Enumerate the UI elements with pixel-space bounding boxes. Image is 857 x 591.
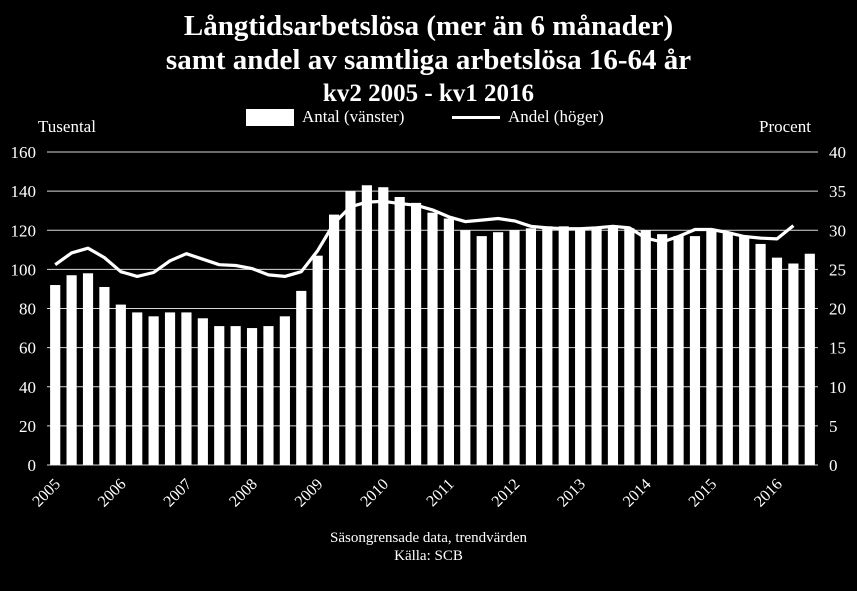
footer-note: Säsongrensade data, trendvärden (329, 530, 527, 546)
y-left-tick-label: 120 (11, 221, 37, 240)
x-tick-label: 2008 (226, 476, 261, 511)
bar (263, 326, 274, 465)
bar (755, 243, 766, 465)
y-right-tick-label: 15 (829, 339, 846, 358)
y-left-tick-label: 20 (19, 417, 36, 436)
y-right-tick-label: 20 (829, 300, 846, 319)
y-right-tick-label: 5 (829, 417, 838, 436)
bar (525, 228, 537, 465)
bar (640, 230, 651, 465)
legend-bar-label: Antal (vänster) (302, 107, 405, 126)
y-left-tick-label: 160 (11, 143, 37, 162)
bar (115, 304, 126, 465)
bar (558, 226, 569, 465)
legend-line-swatch (452, 115, 500, 119)
bar (214, 326, 225, 465)
bar (411, 202, 422, 466)
x-tick-label: 2015 (686, 476, 721, 511)
x-tick-label: 2010 (357, 476, 392, 511)
bar (575, 228, 586, 465)
y-right-tick-label: 10 (829, 378, 846, 397)
bar (230, 326, 241, 465)
bar (476, 236, 487, 465)
bar (394, 196, 405, 465)
bar (804, 253, 815, 465)
bar (427, 212, 438, 465)
y-right-tick-label: 40 (829, 143, 846, 162)
left-axis-unit: Tusental (38, 117, 96, 136)
y-left-tick-label: 140 (11, 182, 37, 201)
bar (739, 236, 750, 465)
bar (99, 286, 110, 465)
bar (788, 263, 799, 465)
bar (673, 236, 684, 465)
x-tick-label: 2011 (424, 476, 458, 510)
bar (542, 226, 553, 465)
series-line-andel (54, 199, 795, 278)
bar (443, 218, 454, 465)
x-tick-label: 2014 (620, 476, 655, 511)
bar (591, 228, 602, 465)
y-left-tick-label: 40 (19, 378, 36, 397)
x-tick-label: 2016 (751, 476, 786, 511)
y-right-tick-label: 35 (829, 182, 846, 201)
x-tick-label: 2005 (29, 476, 64, 511)
bar (689, 236, 701, 465)
y-right-tick-label: 30 (829, 221, 846, 240)
bar (296, 290, 307, 465)
bar (706, 230, 717, 465)
right-axis-unit: Procent (759, 117, 811, 136)
legend-line-label: Andel (höger) (508, 107, 604, 126)
legend-bar-swatch (246, 108, 294, 126)
chart-period: kv2 2005 - kv1 2016 (322, 80, 535, 107)
x-tick-label: 2012 (489, 476, 524, 511)
bar (246, 328, 258, 465)
bar (50, 285, 61, 465)
bar (82, 273, 94, 465)
y-left-tick-label: 60 (19, 339, 36, 358)
bar (132, 312, 143, 465)
bar (148, 316, 159, 465)
y-left-tick-label: 100 (11, 260, 37, 279)
x-tick-label: 2006 (95, 476, 130, 511)
bar (164, 312, 176, 465)
bar (460, 230, 471, 465)
y-left-tick-label: 80 (19, 300, 36, 319)
bar (66, 275, 77, 465)
bar (493, 232, 504, 465)
bar (624, 228, 635, 465)
bar (328, 214, 340, 465)
bar (378, 187, 389, 465)
y-left-tick-label: 0 (28, 456, 37, 475)
x-tick-label: 2007 (161, 476, 196, 511)
footer-source: Källa: SCB (394, 548, 463, 564)
bar (607, 226, 619, 465)
bar (771, 257, 783, 465)
bar (361, 185, 372, 465)
bar (509, 230, 520, 465)
bar (345, 191, 356, 465)
bar (181, 312, 192, 465)
bar (657, 234, 668, 465)
x-tick-label: 2009 (292, 476, 327, 511)
bar (312, 255, 323, 465)
bar (197, 318, 208, 465)
x-tick-label: 2013 (554, 476, 589, 511)
y-right-tick-label: 0 (829, 456, 838, 475)
y-right-tick-label: 25 (829, 260, 846, 279)
chart-title: Långtidsarbetslösa (mer än 6 månader) (183, 10, 674, 42)
bar (279, 316, 290, 465)
bar (722, 232, 733, 465)
legend-entry-line: Andel (höger) (452, 106, 604, 128)
chart-subtitle: samt andel av samtliga arbetslösa 16-64 … (165, 44, 692, 76)
legend-entry-bars: Antal (vänster) (246, 106, 404, 128)
